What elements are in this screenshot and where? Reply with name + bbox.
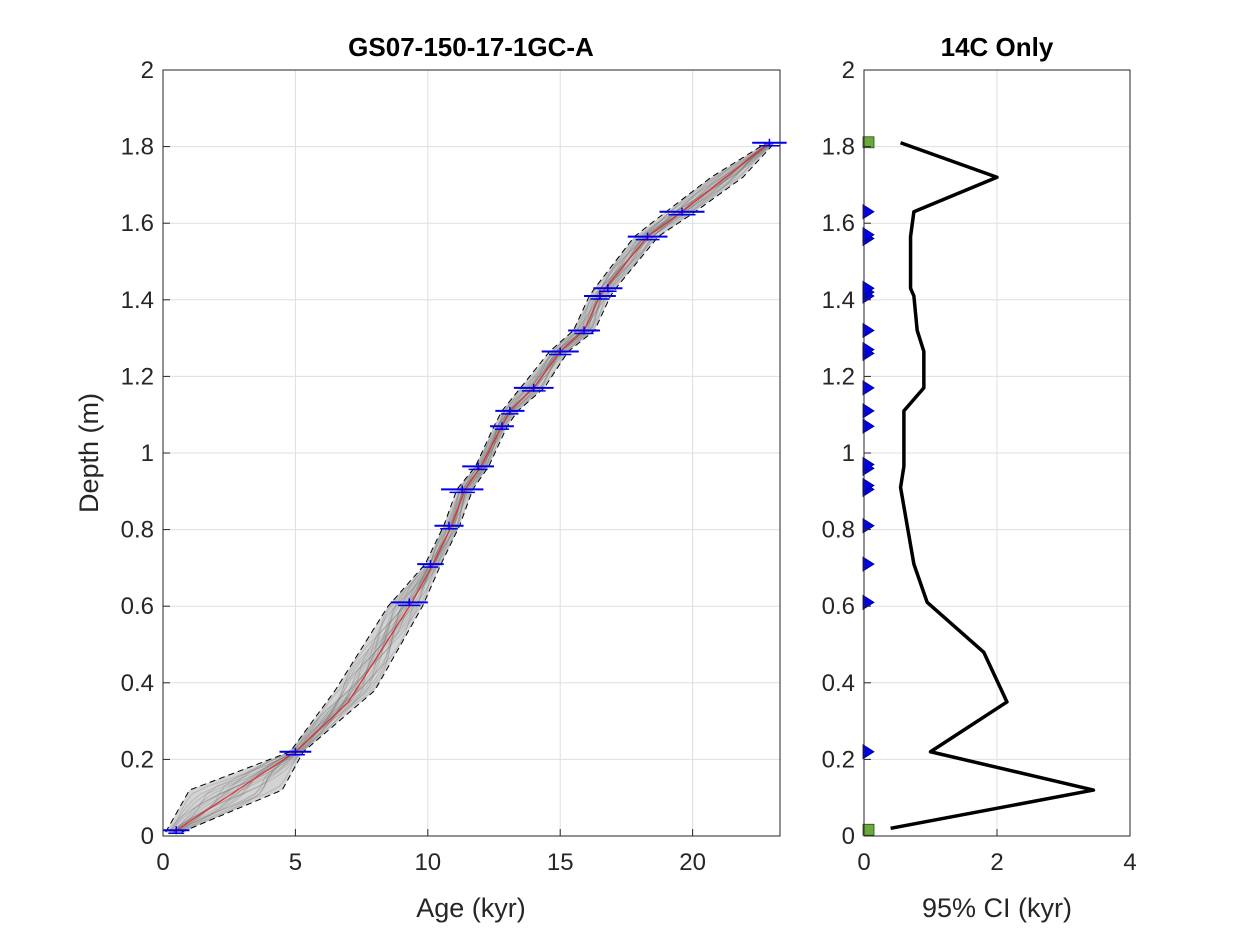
y-tick-label: 0 — [141, 823, 154, 850]
confidence-ticks: 0 2 4 0 0.2 0.4 0.6 0.8 1 1.2 1.4 1.6 1.8 2 — [822, 57, 1137, 876]
y-tick-label: 0.2 — [822, 746, 855, 773]
ensemble-line — [174, 142, 772, 833]
ci-line — [890, 141, 1096, 831]
square-marker — [862, 136, 875, 149]
triangle-marker — [862, 418, 875, 434]
triangle-marker — [862, 403, 875, 419]
y-axis-label: Depth (m) — [74, 393, 104, 513]
y-tick-label: 1.2 — [822, 363, 855, 390]
square-marker — [862, 823, 875, 836]
triangle-marker — [862, 203, 875, 220]
triangle-marker — [862, 477, 875, 494]
x-tick-label: 0 — [857, 849, 870, 876]
age-depth-ensemble — [165, 142, 775, 833]
triangle-marker — [862, 280, 875, 297]
triangle-marker — [862, 380, 875, 396]
y-tick-label: 1.2 — [121, 363, 154, 390]
y-tick-label: 1 — [141, 440, 154, 467]
ensemble-envelope — [165, 142, 775, 833]
ensemble-line — [174, 142, 772, 833]
x-axis-label: Age (kyr) — [416, 893, 526, 923]
triangle-marker — [862, 226, 875, 243]
y-tick-label: 2 — [141, 57, 154, 84]
ensemble-line — [172, 142, 771, 833]
y-tick-label: 1.4 — [121, 287, 154, 314]
y-tick-label: 0.8 — [822, 517, 855, 544]
ensemble-line — [171, 142, 771, 833]
triangle-marker — [862, 456, 875, 473]
x-tick-label: 0 — [156, 849, 169, 876]
age-depth-lines — [165, 142, 776, 833]
dated-level-markers — [862, 136, 875, 836]
y-tick-label: 0.6 — [822, 593, 855, 620]
y-tick-label: 1 — [842, 440, 855, 467]
ensemble-line — [169, 142, 770, 833]
y-tick-label: 0.8 — [121, 517, 154, 544]
y-tick-label: 1.6 — [822, 210, 855, 237]
confidence-panel: 0 2 400.20.40.60.811.21.41.61.82 14C Only … — [822, 32, 1137, 923]
ensemble-line — [173, 142, 772, 833]
upper-bound-line — [181, 142, 776, 833]
y-tick-label: 0.4 — [822, 670, 855, 697]
y-tick-label: 0 — [842, 823, 855, 850]
lower-bound-line — [165, 142, 768, 833]
triangle-marker — [862, 744, 875, 760]
y-tick-label: 0.4 — [121, 670, 154, 697]
median-line — [173, 142, 770, 833]
y-tick-label: 1.6 — [121, 210, 154, 237]
chart-title: GS07-150-17-1GC-A — [348, 32, 594, 62]
x-tick-label: 4 — [1123, 849, 1136, 876]
y-tick-label: 2 — [842, 57, 855, 84]
dated-levels — [163, 138, 787, 835]
y-tick-label: 1.8 — [121, 134, 154, 161]
age-depth-ticks: 0 5 10 15 20 0 0.2 0.4 0.6 0.8 1 1.2 1.4 1.6 1.8 2 — [121, 57, 706, 876]
x-tick-label: 5 — [289, 849, 302, 876]
y-tick-label: 1.4 — [822, 287, 855, 314]
ensemble-line — [176, 142, 773, 833]
confidence-line — [890, 141, 1096, 831]
x-axis-label-right: 95% CI (kyr) — [922, 893, 1072, 923]
chart-title-right: 14C Only — [941, 32, 1054, 62]
y-tick-label: 0.6 — [121, 593, 154, 620]
ensemble-line — [174, 142, 772, 833]
y-tick-label: 0.2 — [121, 746, 154, 773]
ensemble-line — [174, 142, 772, 833]
age-depth-panel: 0 5 10 15 20 0 0.2 0.4 0.6 0.8 1 1.2 1.4 1.6 1.8 2 GS07… — [74, 32, 787, 923]
triangle-marker — [862, 322, 875, 339]
x-tick-label: 20 — [679, 849, 706, 876]
x-tick-label: 15 — [547, 849, 574, 876]
triangle-marker — [862, 341, 875, 358]
x-tick-label: 2 — [990, 849, 1003, 876]
y-tick-label: 1.8 — [822, 134, 855, 161]
ensemble-line — [171, 142, 771, 833]
triangle-marker — [862, 556, 875, 572]
ensemble-line — [180, 142, 775, 833]
ensemble-line — [174, 142, 772, 833]
x-tick-label: 10 — [414, 849, 441, 876]
ensemble-line — [168, 142, 769, 833]
ensemble-line — [176, 142, 773, 833]
ensemble-line — [171, 142, 771, 833]
ensemble-line — [178, 142, 774, 833]
